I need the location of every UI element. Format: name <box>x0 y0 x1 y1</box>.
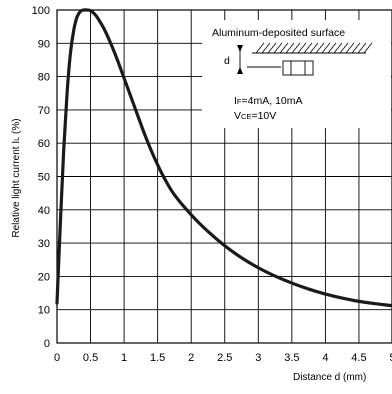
x-axis-label: Distance d (mm) <box>293 372 366 383</box>
y-tick-label: 70 <box>38 105 50 117</box>
y-axis-label: Relative light current IL (%) <box>11 118 22 237</box>
hatch-stroke <box>273 42 283 54</box>
y-tick-label: 0 <box>44 338 50 350</box>
hatch-stroke <box>339 42 349 54</box>
inset-condition-vce: VCE=10V <box>234 110 276 122</box>
series-layer <box>55 8 392 308</box>
hatch-stroke <box>255 42 265 54</box>
y-tick-label: 80 <box>38 72 50 84</box>
hatch-stroke <box>297 42 307 54</box>
x-tick-label: 3.5 <box>284 352 299 364</box>
y-tick-label: 100 <box>32 5 50 17</box>
hatch-stroke <box>303 42 313 54</box>
x-tick-label: 4.5 <box>351 352 366 364</box>
sensor-icon <box>282 60 314 76</box>
inset-dim-arrow-bottom <box>237 67 243 74</box>
x-tick-label: 3 <box>255 352 261 364</box>
hatch-stroke <box>351 42 361 54</box>
inset-surface-hatch <box>255 42 373 54</box>
y-tick-label: 50 <box>38 172 50 184</box>
inset-condition-if: IF=4mA, 10mA <box>234 95 303 107</box>
hatch-stroke <box>285 42 295 54</box>
hatch-stroke <box>321 42 331 54</box>
y-tick-labels: 0 10 20 30 40 50 60 70 80 90 100 <box>32 5 50 350</box>
y-tick-label: 40 <box>38 205 50 217</box>
y-tick-label: 20 <box>38 271 50 283</box>
hatch-stroke <box>345 42 355 54</box>
x-tick-label: 0 <box>54 352 60 364</box>
x-tick-labels: 0 0.5 1 1.5 2 2.5 3 3.5 4 4.5 5 <box>54 352 392 364</box>
y-tick-label: 10 <box>38 305 50 317</box>
x-tick-label: 2 <box>188 352 194 364</box>
hatch-stroke <box>327 42 337 54</box>
hatch-stroke <box>315 42 325 54</box>
hatch-stroke <box>309 42 319 54</box>
x-tick-label: 0.5 <box>83 352 98 364</box>
inset-dim-arrow-top <box>237 45 243 52</box>
hatch-stroke <box>363 42 373 54</box>
x-tick-label: 5 <box>389 352 392 364</box>
y-tick-label: 90 <box>38 38 50 50</box>
plot-frame <box>56 9 392 344</box>
y-tick-label: 30 <box>38 238 50 250</box>
hatch-stroke <box>333 42 343 54</box>
hatch-stroke <box>267 42 277 54</box>
hatch-stroke <box>357 42 367 54</box>
y-tick-label: 60 <box>38 138 50 150</box>
series-line <box>55 8 392 308</box>
hatch-stroke <box>261 42 271 54</box>
inset-gap-label: d <box>224 55 230 67</box>
x-tick-label: 4 <box>322 352 328 364</box>
hatch-stroke <box>279 42 289 54</box>
x-tick-label: 1.5 <box>150 352 165 364</box>
x-tick-label: 1 <box>121 352 127 364</box>
x-tick-label: 2.5 <box>217 352 232 364</box>
hatch-stroke <box>291 42 301 54</box>
inset-diagram: Aluminum-deposited surface d IF=4mA, 10m… <box>202 20 391 128</box>
inset-surface-label: Aluminum-deposited surface <box>212 27 345 39</box>
